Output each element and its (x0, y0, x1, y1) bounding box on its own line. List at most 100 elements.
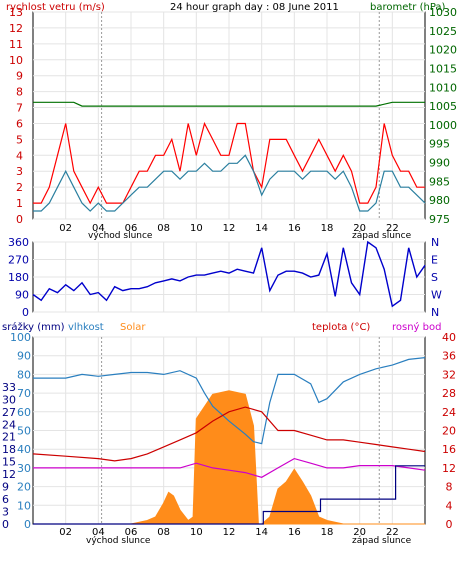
temperature-tick-label: 32 (442, 368, 456, 381)
barometer-tick-label: 1025 (429, 25, 457, 38)
climate-hour-tick-label: 08 (157, 527, 170, 538)
climate-hour-tick-label: 10 (190, 527, 203, 538)
barometer-tick-label: 1000 (429, 119, 457, 132)
humidity-tick-label: 100 (10, 331, 31, 344)
direction-tick-label: 0 (22, 306, 29, 319)
hour-tick-label: 04 (92, 223, 105, 234)
wind-speed-tick-label: 9 (16, 70, 23, 83)
wind-pressure-axes: 0123456789101112139759809859909951000100… (9, 6, 457, 234)
solar-axis-label: Solar (120, 322, 146, 333)
temperature-tick-label: 4 (446, 499, 453, 512)
precip-tick-label: 24 (2, 418, 16, 431)
wind-direction-series (32, 240, 426, 308)
climate-hour-tick-label: 02 (59, 527, 72, 538)
climate-axes: 0102030405060708090100036912151821242730… (2, 331, 456, 538)
direction-tick-label: 180 (8, 271, 29, 284)
series-srážky (33, 465, 425, 525)
barometer-tick-label: 1030 (429, 6, 457, 19)
hour-tick-label: 10 (190, 223, 203, 234)
precip-tick-label: 27 (2, 406, 16, 419)
wind-speed-tick-label: 7 (16, 102, 23, 115)
temperature-tick-label: 36 (442, 350, 456, 363)
humidity-tick-label: 0 (24, 518, 31, 531)
temperature-tick-label: 24 (442, 406, 456, 419)
temperature-tick-label: 20 (442, 425, 456, 438)
series-solar-area (33, 390, 425, 525)
climate-hour-tick-label: 18 (321, 527, 334, 538)
precip-tick-label: 18 (2, 443, 16, 456)
humidity-tick-label: 90 (17, 350, 31, 363)
direction-tick-label: 360 (8, 236, 29, 249)
humidity-tick-label: 80 (17, 368, 31, 381)
barometer-tick-label: 985 (429, 175, 450, 188)
humidity-tick-label: 20 (17, 481, 31, 494)
wind-pressure-series (33, 101, 426, 212)
humidity-axis-label: vlhkost (68, 322, 104, 333)
wind-direction-axes: 0 N 90 W 180 S 270 E 360 N (8, 236, 442, 319)
wind-speed-tick-label: 10 (9, 54, 23, 67)
wind-speed-tick-label: 5 (16, 133, 23, 146)
barometer-tick-label: 1020 (429, 44, 457, 57)
climate-hour-tick-label: 06 (125, 527, 138, 538)
precip-tick-label: 15 (2, 456, 16, 469)
climate-chart: 0102030405060708090100036912151821242730… (2, 321, 456, 546)
dewpoint-axis-label: rosný bod (392, 321, 441, 333)
hour-tick-label: 12 (223, 223, 236, 234)
hour-tick-label: 02 (59, 223, 72, 234)
direction-compass-label: S (431, 271, 438, 284)
climate-hour-tick-label: 12 (223, 527, 236, 538)
precip-axis-label: srážky (mm) (2, 321, 65, 333)
climate-hour-tick-label: 14 (255, 527, 268, 538)
sunset-label: západ slunce (352, 231, 412, 241)
sunrise-label-bottom: východ slunce (86, 536, 151, 546)
chart-title: 24 hour graph day : 08 June 2011 (170, 2, 339, 13)
temperature-tick-label: 8 (446, 481, 453, 494)
direction-compass-label: E (431, 254, 438, 267)
wind-speed-tick-label: 12 (9, 22, 23, 35)
barometer-tick-label: 1005 (429, 100, 457, 113)
sunrise-label: východ slunce (88, 231, 153, 241)
barometer-tick-label: 990 (429, 157, 450, 170)
climate-hour-tick-label: 16 (288, 527, 301, 538)
direction-tick-label: 90 (15, 289, 29, 302)
temperature-tick-label: 0 (446, 518, 453, 531)
wind-speed-tick-label: 6 (16, 117, 23, 130)
series-rosný-bod (33, 457, 426, 478)
climate-series (32, 357, 426, 525)
precip-tick-label: 6 (2, 493, 9, 506)
climate-hour-tick-label: 22 (386, 527, 399, 538)
precip-tick-label: 33 (2, 381, 16, 394)
climate-sun-markers (101, 337, 380, 524)
direction-tick-label: 270 (8, 254, 29, 267)
wind-speed-tick-label: 11 (9, 38, 23, 51)
hour-tick-label: 14 (255, 223, 268, 234)
precip-tick-label: 3 (2, 506, 9, 519)
barometer-tick-label: 1015 (429, 62, 457, 75)
barometer-tick-label: 975 (429, 213, 450, 226)
precip-tick-label: 21 (2, 431, 16, 444)
climate-hour-tick-label: 04 (92, 527, 105, 538)
humidity-tick-label: 30 (17, 462, 31, 475)
humidity-tick-label: 60 (17, 406, 31, 419)
wind-pressure-chart: 0123456789101112139759809859909951000100… (6, 2, 457, 241)
sunset-label-bottom: západ slunce (352, 536, 412, 546)
series-wind-direction (32, 240, 426, 308)
barometer-tick-label: 980 (429, 194, 450, 207)
barometer-tick-label: 995 (429, 138, 450, 151)
wind-speed-tick-label: 1 (16, 197, 23, 210)
hour-tick-label: 20 (353, 223, 366, 234)
temperature-tick-label: 28 (442, 387, 456, 400)
series-prumerna-rychlost (33, 154, 426, 212)
hour-tick-label: 18 (321, 223, 334, 234)
barometer-axis-label: barometr (hPa) (370, 2, 446, 13)
barometer-tick-label: 1010 (429, 81, 457, 94)
hour-tick-label: 16 (288, 223, 301, 234)
humidity-tick-label: 40 (17, 443, 31, 456)
wind-speed-tick-label: 4 (16, 149, 23, 162)
humidity-tick-label: 50 (17, 425, 31, 438)
climate-hour-tick-label: 20 (353, 527, 366, 538)
series-barometr (33, 101, 425, 107)
wind-speed-tick-label: 2 (16, 181, 23, 194)
direction-compass-label: N (431, 306, 439, 319)
hour-tick-label: 08 (157, 223, 170, 234)
